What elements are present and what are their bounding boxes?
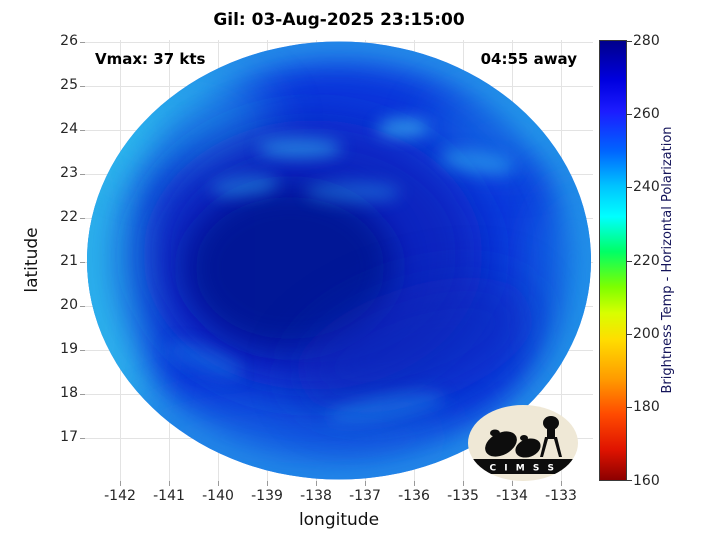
x-tick-mark [218,481,219,486]
x-tick-label: -136 [398,488,430,504]
vmax-annotation: Vmax: 37 kts [95,50,206,68]
colorbar-tick-label: 280 [633,33,660,49]
y-tick-label: 23 [60,165,78,181]
plot-area: Vmax: 37 kts 04:55 away C I M S S [85,40,593,481]
y-tick-mark [80,438,85,439]
colorbar-tick-mark [627,334,632,335]
colorbar-tick-label: 240 [633,179,660,195]
x-tick-mark [169,481,170,486]
y-tick-mark [80,394,85,395]
colorbar-tick-mark [627,480,632,481]
x-tick-label: -135 [447,488,479,504]
y-tick-mark [80,130,85,131]
y-tick-mark [80,262,85,263]
y-tick-label: 25 [60,77,78,93]
colorbar-tick-mark [627,407,632,408]
x-tick-mark [316,481,317,486]
y-tick-label: 19 [60,341,78,357]
y-tick-label: 26 [60,33,78,49]
x-tick-label: -133 [545,488,577,504]
y-tick-mark [80,218,85,219]
water-tower-icon [543,416,559,430]
x-tick-label: -142 [104,488,136,504]
y-tick-mark [80,42,85,43]
satellite-dish-icon [515,438,541,458]
x-tick-mark [512,481,513,486]
colorbar-tick-label: 180 [633,399,660,415]
colorbar-tick-mark [627,187,632,188]
x-tick-label: -137 [349,488,381,504]
y-tick-label: 20 [60,297,78,313]
satellite-swath-image [87,41,591,480]
x-tick-label: -141 [153,488,185,504]
x-tick-mark [463,481,464,486]
colorbar [599,40,627,481]
y-tick-label: 21 [60,253,78,269]
x-tick-mark [120,481,121,486]
x-tick-mark [267,481,268,486]
colorbar-tick-mark [627,114,632,115]
figure-title: Gil: 03-Aug-2025 23:15:00 [213,10,465,30]
y-tick-mark [80,174,85,175]
x-tick-label: -138 [300,488,332,504]
time-away-annotation: 04:55 away [480,50,577,68]
colorbar-tick-label: 160 [633,473,660,489]
colorbar-tick-label: 220 [633,253,660,269]
cimss-logo: C I M S S [468,405,578,481]
y-tick-label: 17 [60,429,78,445]
y-tick-label: 18 [60,385,78,401]
colorbar-tick-mark [627,41,632,42]
colorbar-label: Brightness Temp - Horizontal Polarizatio… [660,126,675,394]
colorbar-tick-mark [627,261,632,262]
y-tick-label: 24 [60,121,78,137]
x-axis-label: longitude [298,510,380,530]
x-tick-label: -140 [202,488,234,504]
cimss-logo-text: C I M S S [490,464,557,474]
y-tick-mark [80,86,85,87]
x-tick-mark [365,481,366,486]
y-tick-mark [80,350,85,351]
x-tick-label: -139 [251,488,283,504]
y-tick-label: 22 [60,209,78,225]
x-tick-label: -134 [496,488,528,504]
x-tick-mark [414,481,415,486]
x-tick-mark [561,481,562,486]
colorbar-tick-label: 260 [633,106,660,122]
satellite-dish-icon [485,431,517,457]
y-tick-mark [80,306,85,307]
colorbar-tick-label: 200 [633,326,660,342]
